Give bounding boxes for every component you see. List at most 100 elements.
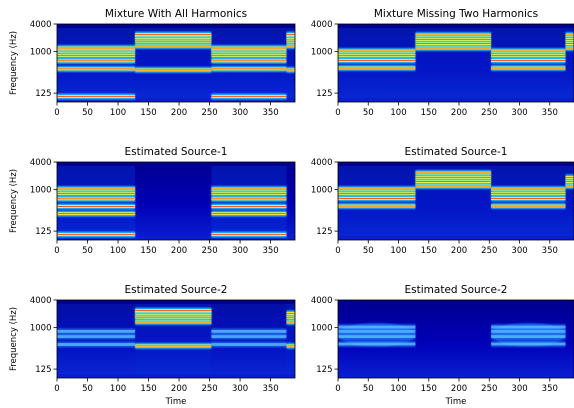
y-tick-label: 125 (35, 365, 51, 375)
x-tick-label: 300 (232, 246, 248, 256)
harmonic-core (211, 192, 287, 194)
subplot-title: Mixture Missing Two Harmonics (374, 8, 538, 20)
harmonic-core (135, 321, 212, 323)
x-tick-label: 0 (335, 108, 340, 118)
harmonic-core (565, 176, 574, 178)
x-tick-label: 150 (140, 246, 156, 256)
harmonic-band (211, 335, 287, 338)
y-tick-label: 1000 (30, 48, 52, 58)
x-tick-label: 200 (171, 246, 187, 256)
harmonic-band (211, 329, 287, 333)
y-tick-label: 125 (316, 227, 332, 237)
harmonic-core (135, 40, 212, 42)
x-tick-label: 150 (421, 108, 437, 118)
harmonic-core (565, 47, 574, 49)
x-tick-label: 150 (140, 384, 156, 394)
segment-2 (415, 166, 492, 236)
y-tick-label: 1000 (30, 324, 52, 334)
subplot-1: Mixture With All Harmonics 0 50 100 150 200 25… (9, 8, 296, 118)
y-tick-label: 125 (35, 89, 51, 99)
y-tick-label: 4000 (30, 20, 52, 30)
harmonic-core (211, 68, 287, 70)
subplot-title: Estimated Source-1 (125, 146, 228, 158)
harmonic-core (338, 60, 416, 62)
x-tick-label: 200 (171, 384, 187, 394)
harmonic-core (286, 312, 295, 314)
harmonic-core (565, 34, 574, 36)
segment-haze (565, 28, 574, 98)
harmonic-core (211, 234, 287, 236)
harmonic-core (211, 213, 287, 215)
x-tick-label: 200 (451, 108, 467, 118)
x-tick-label: 0 (335, 246, 340, 256)
harmonic-core (338, 67, 416, 69)
segment-3 (211, 304, 287, 374)
y-axis-label: Frequency (Hz) (9, 307, 19, 371)
y-tick-label: 1000 (311, 186, 333, 196)
y-tick-label: 125 (316, 89, 332, 99)
harmonic-core (57, 68, 136, 70)
harmonic-core (565, 181, 574, 183)
x-tick-label: 150 (421, 246, 437, 256)
y-tick-label: 1000 (311, 324, 333, 334)
segment-3 (491, 28, 566, 98)
x-axis-label: Time (445, 397, 467, 407)
subplot-title: Mixture With All Harmonics (105, 8, 247, 20)
harmonic-band (491, 335, 566, 338)
harmonic-core (57, 96, 136, 98)
harmonic-core (286, 69, 295, 71)
harmonic-core (57, 60, 136, 62)
x-tick-label: 100 (110, 384, 126, 394)
harmonic-core (211, 205, 287, 207)
harmonic-core (211, 54, 287, 56)
harmonic-core (211, 47, 287, 49)
segment-2 (135, 304, 212, 374)
harmonic-core (286, 345, 295, 347)
harmonic-core (57, 192, 136, 194)
y-tick-label: 1000 (311, 48, 333, 58)
x-tick-label: 300 (232, 108, 248, 118)
y-axis-label: Frequency (Hz) (9, 31, 19, 95)
harmonic-core (211, 188, 287, 190)
segment-1 (57, 28, 136, 100)
harmonic-core (491, 50, 566, 52)
segment-1 (338, 166, 416, 236)
subplot-5: Estimated Source-2 0 50 100 150 200 250 300 350 1… (9, 284, 296, 407)
x-tick-label: 150 (421, 384, 437, 394)
harmonic-band (57, 335, 136, 338)
segment-haze (565, 166, 574, 236)
harmonic-core (491, 188, 566, 190)
y-axis-label: Frequency (Hz) (9, 169, 19, 233)
harmonic-core (565, 38, 574, 40)
harmonic-core (135, 316, 212, 318)
harmonic-core (286, 316, 295, 318)
y-tick-label: 4000 (311, 158, 333, 168)
segment-haze (286, 304, 295, 374)
x-tick-label: 150 (140, 108, 156, 118)
x-tick-label: 250 (201, 108, 217, 118)
x-tick-label: 200 (451, 384, 467, 394)
segment-4 (286, 304, 295, 374)
axes-frame (337, 23, 574, 103)
harmonic-core (338, 198, 416, 200)
segment-2 (491, 322, 566, 348)
x-tick-label: 50 (82, 246, 93, 256)
x-tick-label: 350 (262, 384, 278, 394)
x-tick-label: 0 (335, 384, 340, 394)
harmonic-core (491, 198, 566, 200)
x-tick-label: 250 (481, 246, 497, 256)
segment-1 (338, 322, 416, 348)
segment-4 (286, 28, 295, 98)
harmonic-core (286, 321, 295, 323)
harmonic-core (211, 96, 287, 98)
subplot-4: Estimated Source-1 0 50 100 150 200 250 300 350 1… (311, 146, 574, 256)
harmonic-core (57, 54, 136, 56)
segment-1 (57, 166, 136, 238)
harmonic-core (415, 34, 492, 36)
x-tick-label: 0 (54, 108, 59, 118)
x-tick-label: 300 (511, 246, 527, 256)
x-tick-label: 350 (542, 108, 558, 118)
y-tick-label: 125 (35, 227, 51, 237)
x-tick-label: 100 (110, 108, 126, 118)
harmonic-core (415, 181, 492, 183)
